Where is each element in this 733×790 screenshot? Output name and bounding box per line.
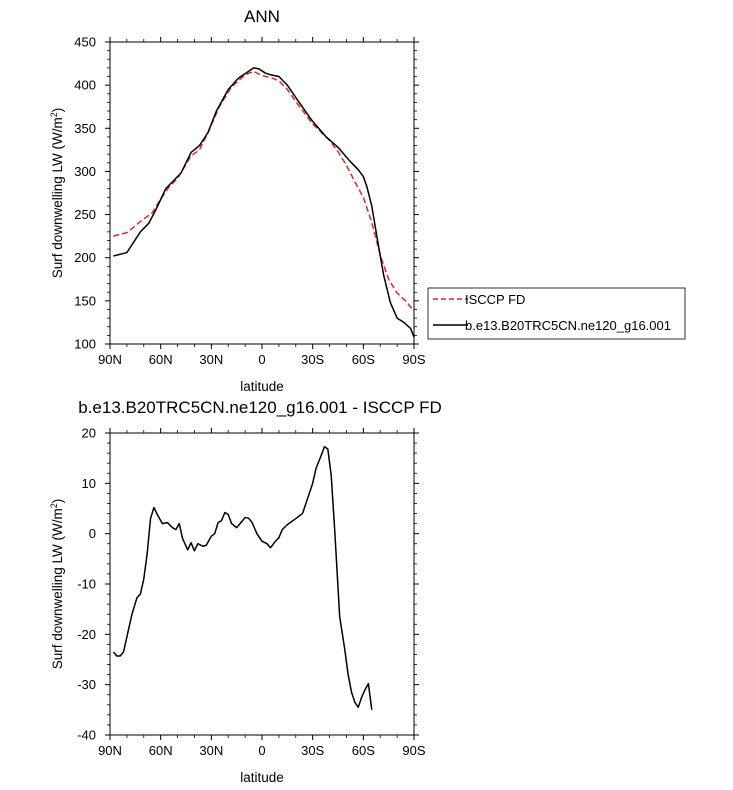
bottom-y-tick-label: -10 xyxy=(77,577,96,592)
top-y-tick-label: 250 xyxy=(74,207,96,222)
bottom-y-tick-label: 0 xyxy=(89,526,96,541)
bottom-chart-title: b.e13.B20TRC5CN.ne120_g16.001 - ISCCP FD xyxy=(78,398,442,417)
top-y-tick-label: 200 xyxy=(74,250,96,265)
bottom-x-tick-label: 60S xyxy=(352,743,375,758)
bottom-x-axis-title: latitude xyxy=(240,770,284,785)
top-y-tick-label: 450 xyxy=(74,35,96,50)
top-panel: ANN 90N 60N 30N 0 30S 60S 90S 100 150 200 250 300 3… xyxy=(49,7,686,394)
top-series-line-0 xyxy=(113,70,415,312)
top-x-tick-label: 30N xyxy=(199,352,223,367)
bottom-tick-marks xyxy=(105,428,419,740)
top-y-tick-label: 100 xyxy=(74,337,96,352)
top-tick-marks xyxy=(105,37,419,349)
bottom-x-tick-labels: 90N 60N 30N 0 30S 60S 90S xyxy=(98,743,426,758)
bottom-y-tick-label: -40 xyxy=(77,728,96,743)
top-chart-title: ANN xyxy=(244,7,280,26)
top-x-tick-labels: 90N 60N 30N 0 30S 60S 90S xyxy=(98,352,426,367)
top-y-tick-labels: 100 150 200 250 300 350 400 450 xyxy=(74,35,96,352)
bottom-y-tick-labels: -40 -30 -20 -10 0 10 20 xyxy=(77,426,96,743)
bottom-y-axis-title: Surf downwelling LW (W/m2) xyxy=(49,499,65,670)
top-y-tick-label: 350 xyxy=(74,121,96,136)
top-series-line-1 xyxy=(113,67,415,338)
legend-label-model: b.e13.B20TRC5CN.ne120_g16.001 xyxy=(465,318,671,333)
bottom-x-tick-label: 90S xyxy=(402,743,425,758)
bottom-y-tick-label: -30 xyxy=(77,677,96,692)
bottom-panel: b.e13.B20TRC5CN.ne120_g16.001 - ISCCP FD… xyxy=(49,398,442,785)
legend-box xyxy=(427,287,686,340)
bottom-y-tick-label: 10 xyxy=(82,476,96,491)
top-x-tick-label: 60S xyxy=(352,352,375,367)
top-x-tick-label: 30S xyxy=(301,352,324,367)
bottom-x-tick-label: 60N xyxy=(149,743,173,758)
top-x-tick-label: 90S xyxy=(402,352,425,367)
top-x-axis-title: latitude xyxy=(240,379,284,394)
bottom-series-group xyxy=(112,445,373,710)
bottom-series-line-0 xyxy=(112,445,373,710)
top-y-tick-label: 150 xyxy=(74,293,96,308)
legend-label-isccp: ISCCP FD xyxy=(465,292,525,307)
legend: ISCCP FD b.e13.B20TRC5CN.ne120_g16.001 xyxy=(427,287,686,340)
top-y-tick-label: 400 xyxy=(74,78,96,93)
bottom-y-tick-label: -20 xyxy=(77,627,96,642)
top-y-tick-label: 300 xyxy=(74,164,96,179)
top-x-tick-label: 60N xyxy=(149,352,173,367)
top-x-tick-label: 0 xyxy=(258,352,265,367)
bottom-x-tick-label: 0 xyxy=(258,743,265,758)
bottom-x-tick-label: 30S xyxy=(301,743,324,758)
top-series-group xyxy=(113,67,415,338)
bottom-plot-frame xyxy=(109,432,415,736)
bottom-y-tick-label: 20 xyxy=(82,426,96,441)
top-x-tick-label: 90N xyxy=(98,352,122,367)
bottom-x-tick-label: 90N xyxy=(98,743,122,758)
top-y-axis-title: Surf downwelling LW (W/m2) xyxy=(49,108,65,279)
bottom-x-tick-label: 30N xyxy=(199,743,223,758)
